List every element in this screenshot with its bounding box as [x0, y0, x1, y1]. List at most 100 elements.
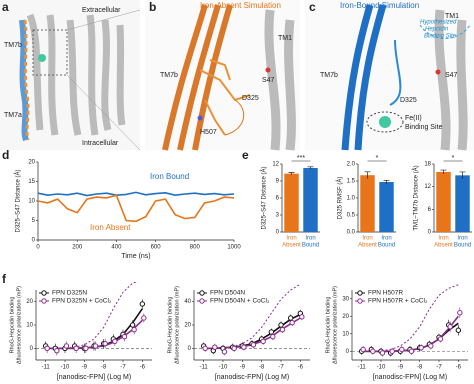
data-point: [287, 315, 294, 321]
data-point: [428, 343, 434, 349]
legend-label: FPN H507R + CoCl₂: [368, 298, 428, 305]
helix-label: TM7a: [4, 112, 22, 119]
site-label: Hypothesized: [420, 20, 457, 26]
data-point: [389, 348, 395, 354]
data-point: [457, 310, 463, 316]
x-tick-label: -8: [417, 365, 423, 371]
error-bar: [307, 166, 314, 170]
series-label: Iron Absent: [90, 223, 131, 232]
y-tick-label: 0: [32, 238, 36, 244]
significance: *: [452, 155, 455, 162]
category-label: Bound: [302, 243, 319, 249]
x-axis-label: [nanodisc-FPN] (Log M): [215, 374, 289, 381]
data-point: [112, 338, 118, 345]
data-point: [260, 338, 266, 345]
x-tick-label: 800: [190, 245, 201, 251]
x-tick-label: -6: [456, 365, 462, 371]
y-tick-label: 0: [188, 346, 192, 352]
x-tick-label: -8: [101, 365, 107, 371]
legend-label: FPN H507R: [368, 290, 403, 297]
panel-label: e: [242, 148, 249, 162]
legend-marker: [41, 290, 47, 296]
data-point: [221, 349, 228, 355]
y-tick-label: 10: [26, 323, 33, 329]
fit-curve: [45, 282, 140, 349]
x-tick-label: -11: [358, 365, 367, 371]
helix-label: TM1: [278, 35, 292, 42]
fit-curve: [203, 283, 301, 349]
panel-label: f: [2, 272, 7, 286]
x-tick-label: -11: [42, 365, 51, 371]
x-tick-label: 1000: [227, 245, 241, 251]
panel-title: Iron-Absent Simulation: [200, 1, 281, 10]
category-label: Iron: [362, 236, 372, 242]
site-label: Hepcidin: [425, 27, 449, 33]
category-label: Iron: [457, 236, 467, 242]
residue-label: H507: [200, 129, 217, 136]
category-label: Absent: [434, 243, 453, 249]
legend-marker: [199, 298, 205, 304]
panel-label: b: [149, 0, 156, 14]
data-point: [131, 326, 137, 333]
x-tick-label: -7: [120, 365, 126, 371]
bar: [455, 175, 470, 232]
y-tick-label: 5: [32, 218, 36, 224]
y-tick-label: 20: [28, 160, 35, 166]
data-point: [270, 333, 276, 340]
data-point: [54, 347, 60, 354]
x-tick-label: -8: [259, 365, 265, 371]
data-point: [129, 322, 136, 328]
panel-a-structure: [0, 0, 141, 151]
x-tick-label: -9: [240, 365, 246, 371]
legend-marker: [199, 290, 205, 296]
category-label: Bound: [454, 243, 471, 249]
residue-label: D325: [400, 97, 417, 104]
data-point: [141, 315, 147, 321]
data-point: [418, 345, 424, 351]
y-axis-label: Δfluorescence polarization (mP): [332, 286, 338, 364]
x-tick-label: -9: [82, 365, 88, 371]
y-axis-label: Δfluorescence polarization (mP): [174, 286, 180, 364]
data-point: [408, 348, 415, 354]
y-tick-label: 30: [342, 296, 349, 302]
legend-label: FPN D504N + CoCl₂: [210, 298, 270, 305]
y-tick-label: 0.5: [347, 213, 356, 219]
y-tick-label: 0.0: [347, 230, 356, 236]
data-point: [437, 336, 444, 342]
legend-label: FPN D504N: [210, 290, 245, 297]
helix-label: TM7b: [4, 42, 22, 49]
data-point: [63, 343, 70, 349]
data-point: [102, 340, 108, 347]
y-axis-label: Δfluorescence polarization (mP): [16, 286, 22, 364]
data-point: [212, 344, 218, 350]
y-axis-label: TM1–TM7b Distance (Å): [413, 165, 420, 230]
legend-label: FPN D325N: [52, 290, 87, 297]
data-point: [278, 322, 284, 328]
series-line: [37, 191, 235, 197]
series-line: [37, 194, 235, 223]
y-tick-label: 0: [30, 346, 34, 352]
data-point: [202, 345, 208, 352]
data-point: [447, 324, 453, 330]
error-bar: [364, 171, 371, 179]
region-label: Extracellular: [82, 7, 121, 14]
y-tick-label: 1.5: [347, 179, 356, 185]
x-axis-label: Time (ns): [121, 253, 150, 260]
data-point: [73, 345, 79, 352]
panel-c-structure: [305, 0, 474, 151]
panel-label: c: [309, 0, 316, 14]
fit-curve: [361, 284, 459, 352]
category-label: Iron: [305, 236, 315, 242]
y-tick-label: 0: [346, 349, 350, 355]
data-point: [44, 345, 50, 352]
legend-marker: [357, 298, 363, 304]
x-tick-label: -10: [219, 365, 228, 371]
x-tick-label: -11: [200, 365, 209, 371]
y-tick-label: 2.0: [347, 162, 356, 168]
x-tick-label: -6: [298, 365, 304, 371]
category-label: Bound: [378, 243, 395, 249]
site-label: Binding Site: [424, 34, 457, 40]
bar: [360, 175, 375, 232]
x-tick-label: -10: [61, 365, 70, 371]
y-tick-label: 0: [276, 230, 280, 236]
